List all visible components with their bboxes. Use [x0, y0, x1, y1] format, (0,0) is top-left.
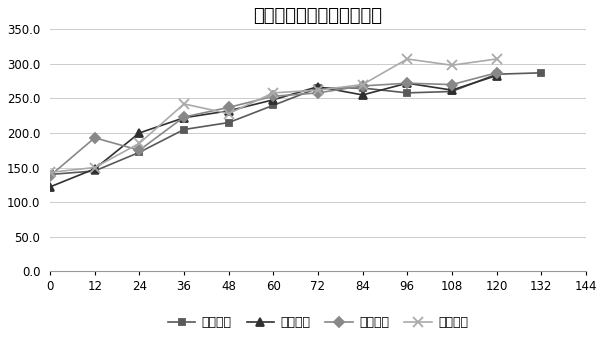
第一阶段	[314, 86, 321, 90]
第二阶段	[269, 98, 277, 102]
第一阶段	[269, 103, 277, 107]
第四阶段	[136, 141, 143, 145]
第一阶段	[91, 169, 98, 173]
第四阶段	[269, 91, 277, 95]
第四阶段	[314, 88, 321, 92]
第二阶段	[493, 74, 500, 78]
第四阶段	[91, 165, 98, 170]
Line: 第一阶段: 第一阶段	[47, 69, 545, 178]
第三阶段	[359, 84, 366, 88]
第一阶段	[47, 173, 54, 177]
第一阶段	[403, 91, 411, 95]
第四阶段	[448, 63, 455, 67]
第三阶段	[181, 115, 188, 119]
第三阶段	[91, 136, 98, 140]
第一阶段	[538, 71, 545, 75]
第三阶段	[403, 81, 411, 85]
第三阶段	[225, 105, 233, 109]
第四阶段	[493, 57, 500, 61]
第二阶段	[181, 116, 188, 120]
Line: 第四阶段: 第四阶段	[45, 54, 501, 177]
第二阶段	[91, 167, 98, 171]
Line: 第三阶段: 第三阶段	[47, 69, 500, 179]
Line: 第二阶段: 第二阶段	[46, 72, 501, 191]
第三阶段	[136, 148, 143, 152]
第二阶段	[359, 93, 366, 97]
第二阶段	[225, 109, 233, 113]
第二阶段	[136, 131, 143, 135]
第四阶段	[403, 57, 411, 61]
第三阶段	[269, 94, 277, 98]
第二阶段	[47, 185, 54, 189]
第二阶段	[448, 88, 455, 92]
第二阶段	[314, 85, 321, 89]
Legend: 第一阶段, 第二阶段, 第三阶段, 第四阶段: 第一阶段, 第二阶段, 第三阶段, 第四阶段	[168, 316, 468, 329]
第一阶段	[181, 127, 188, 132]
第四阶段	[47, 170, 54, 174]
第一阶段	[448, 89, 455, 94]
第四阶段	[225, 112, 233, 116]
第三阶段	[448, 82, 455, 86]
第四阶段	[181, 102, 188, 106]
第三阶段	[47, 174, 54, 178]
第一阶段	[493, 72, 500, 76]
第一阶段	[359, 86, 366, 90]
第二阶段	[403, 81, 411, 85]
第一阶段	[225, 121, 233, 125]
第三阶段	[314, 91, 321, 95]
第一阶段	[136, 150, 143, 154]
Title: 甲醇诱导阶段湿重变化趋势: 甲醇诱导阶段湿重变化趋势	[254, 7, 382, 25]
第三阶段	[493, 71, 500, 75]
第四阶段	[359, 82, 366, 86]
